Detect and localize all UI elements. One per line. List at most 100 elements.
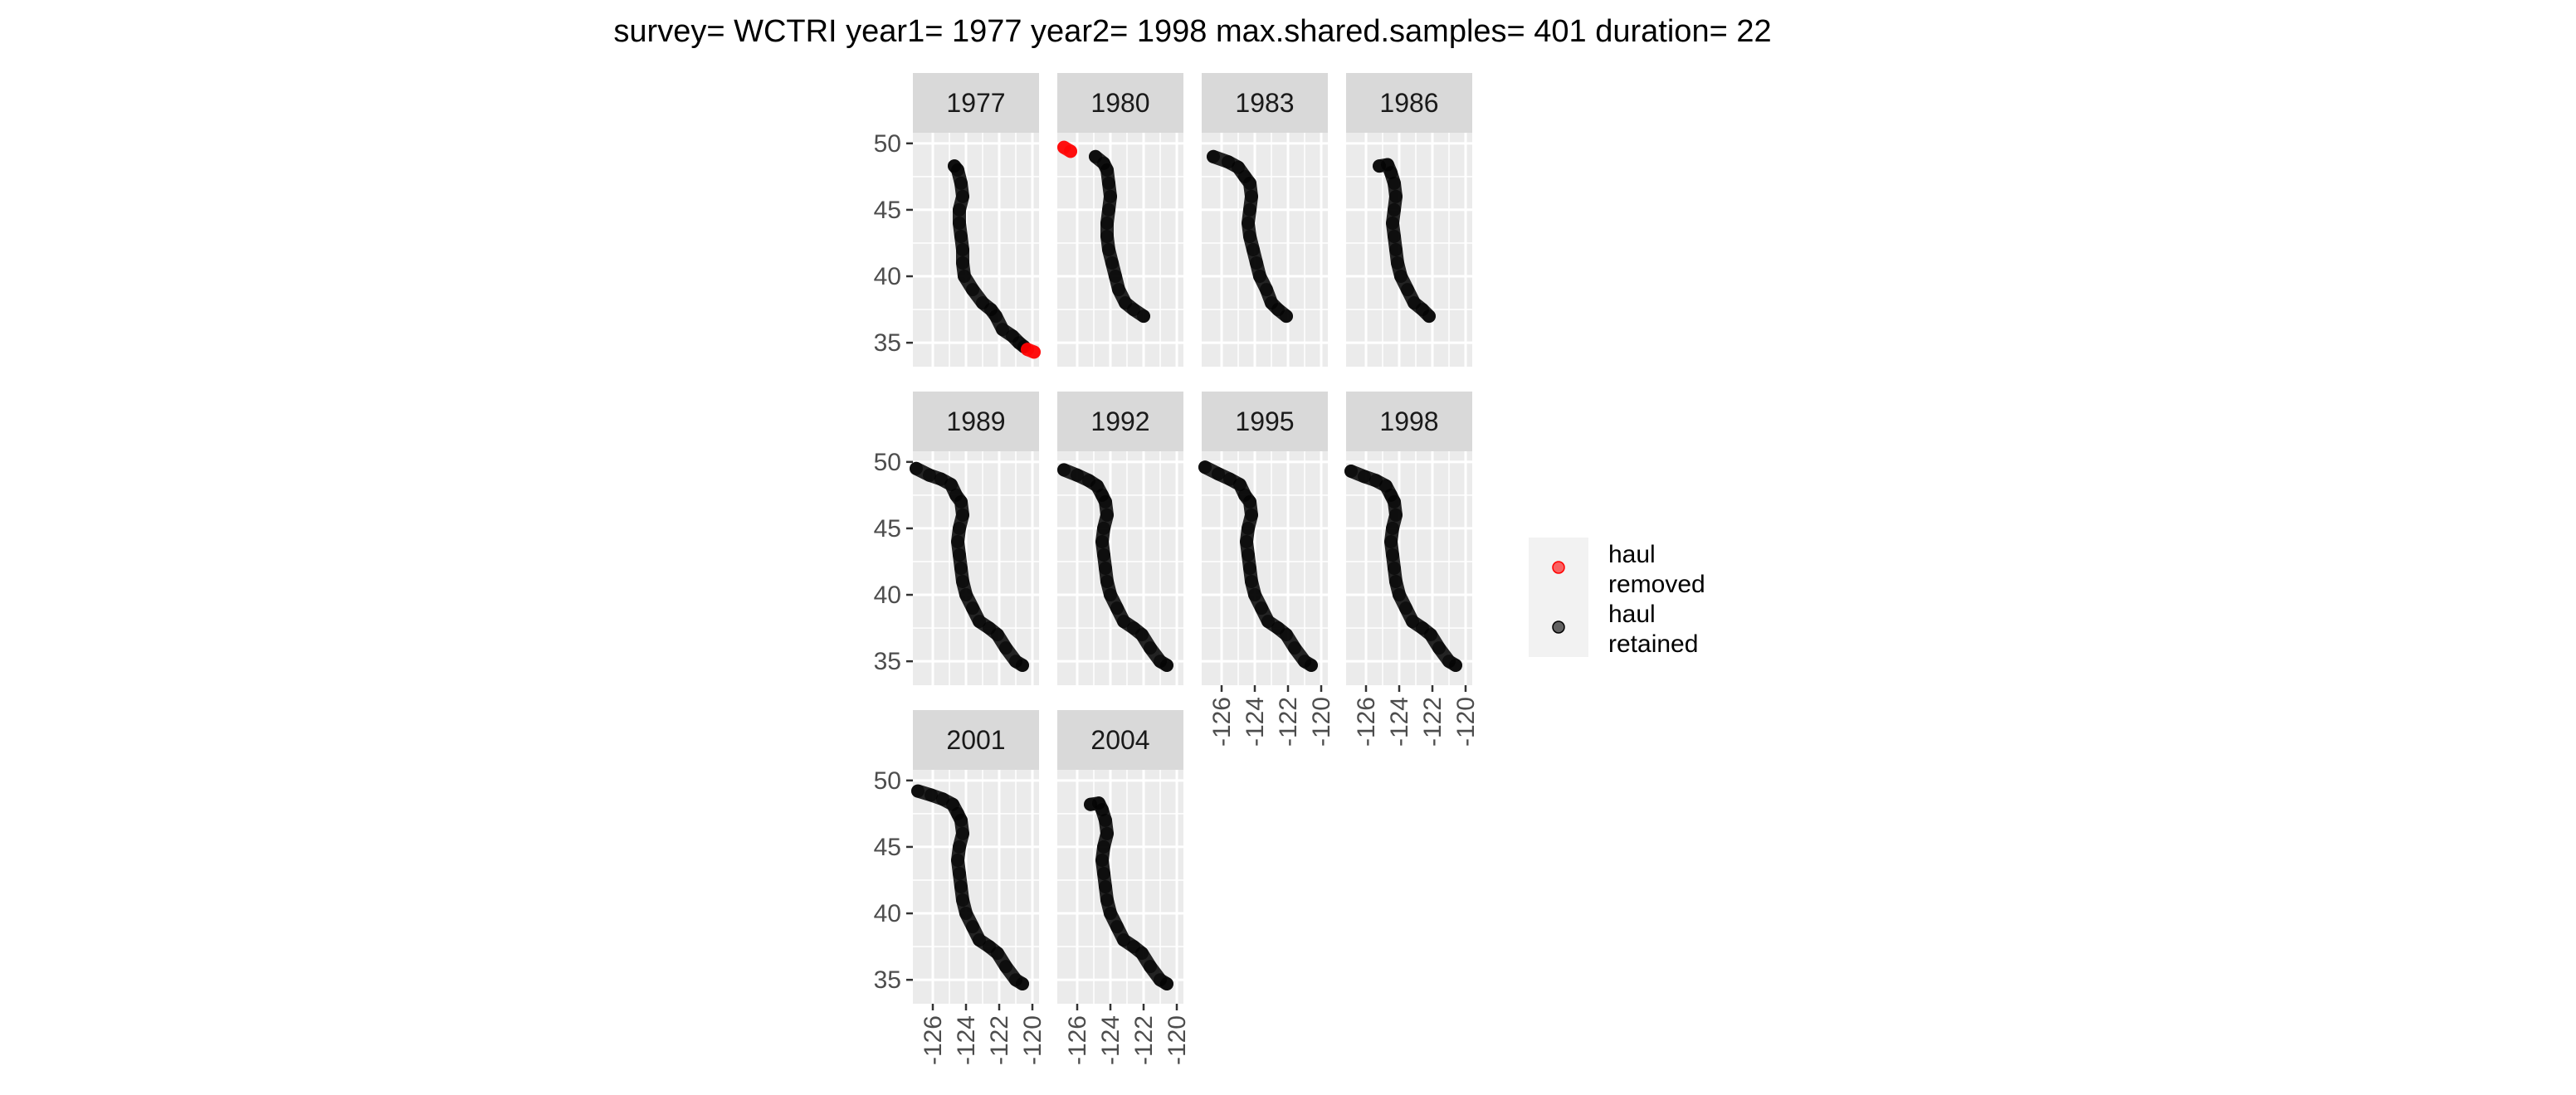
haul-retained-point [1399,601,1412,616]
facet-strip-label: 1986 [1379,88,1438,118]
x-tick-label: -120 [1308,697,1335,747]
y-tick-label: 35 [874,648,901,675]
haul-retained-point [989,309,1003,324]
facet-strip-label: 1977 [946,88,1005,118]
haul-retained-point [1016,659,1029,672]
haul-retained-point [954,494,968,509]
y-tick-label: 45 [874,515,901,543]
haul-retained-point [1100,508,1114,522]
haul-retained-point [1137,309,1150,324]
haul-retained-point [1389,189,1403,203]
haul-retained-point [1384,535,1398,548]
haul-retained-point [956,189,969,203]
haul-retained-point [1388,230,1401,243]
haul-retained-point [951,854,964,867]
x-tick-label: -122 [986,1015,1013,1065]
haul-retained-point [954,813,968,827]
haul-retained-point [1391,256,1404,270]
y-tick-label: 50 [874,130,901,158]
x-tick-label: -124 [1097,1015,1125,1065]
haul-retained-point [1253,270,1266,283]
facet-strip-label: 1998 [1379,406,1438,436]
haul-retained-point [1144,641,1157,655]
haul-retained-point [1305,659,1318,672]
haul-retained-point [1104,189,1117,203]
haul-retained-point [1222,155,1235,169]
haul-retained-point [934,472,948,486]
haul-retained-point [1100,893,1114,907]
haul-retained-point [1245,575,1258,588]
haul-retained-point [1386,521,1399,535]
haul-retained-point [953,217,966,230]
haul-retained-point [1242,521,1255,535]
haul-removed-point [1027,345,1041,359]
haul-retained-point [958,270,971,283]
haul-retained-point [956,508,969,522]
haul-retained-point [951,535,964,548]
facet-strip [1057,392,1183,451]
haul-retained-point [1250,256,1263,270]
facet-panel-1998: 1998 -126 -124 -122 -120 [1344,392,1480,747]
haul-retained-point [1127,303,1140,317]
x-tick-label: -126 [1353,697,1380,747]
haul-retained-point [953,548,966,562]
haul-retained-point [1099,494,1112,509]
chart-title: survey= WCTRI year1= 1977 year2= 1998 ma… [613,14,1771,49]
haul-retained-point [1100,217,1114,230]
x-tick-label: -126 [1064,1015,1091,1065]
haul-retained-point [1095,535,1109,548]
y-tick-label: 45 [874,197,901,224]
haul-retained-point [1422,309,1436,324]
facet-strip [913,710,1039,770]
haul-retained-point [1247,243,1260,256]
haul-retained-point [1071,468,1084,482]
haul-retained-point [996,323,1009,337]
haul-retained-point [1280,309,1293,324]
haul-retained-point [1449,659,1462,672]
haul-retained-point [1243,202,1256,217]
facet-panel-1977: 1977 35 40 45 50 [874,73,1041,367]
haul-retained-point [973,615,986,629]
haul-retained-point [1240,535,1253,548]
haul-retained-point [953,840,966,854]
facet-panels: 1977 35 40 45 50 1980 1983 1986 1989 35 40 45 50 1992… [874,73,1480,1065]
legend-label-line: haul [1608,601,1656,628]
x-tick-label: -124 [1242,697,1269,747]
facet-strip-label: 2004 [1090,725,1149,755]
facet-panel-1989: 1989 35 40 45 50 [874,392,1039,685]
haul-retained-point [1100,163,1114,177]
haul-retained-point [1233,478,1247,492]
haul-retained-point [1243,494,1256,509]
haul-retained-point [1389,243,1403,256]
facet-panel-2001: 2001 35 40 45 50 -126 -124 -122 -120 [874,710,1046,1065]
x-tick-label: -124 [1386,697,1413,747]
haul-retained-point [1105,256,1119,270]
haul-retained-point [953,521,966,535]
haul-retained-point [956,893,969,907]
haul-retained-point [1288,641,1301,655]
legend-label-line: haul [1608,541,1656,568]
x-tick-label: -122 [1130,1015,1158,1065]
haul-retained-point [1401,283,1414,297]
haul-retained-point [1384,166,1398,180]
haul-retained-point [1100,230,1114,243]
legend-key-background [1529,538,1588,657]
haul-retained-point [1109,270,1122,283]
haul-retained-point [1117,615,1130,629]
facet-strip-label: 1989 [946,406,1005,436]
haul-retained-point [1135,628,1149,642]
haul-retained-point [1388,494,1401,509]
haul-retained-point [1117,933,1130,947]
haul-retained-point [1102,176,1115,190]
haul-retained-point [1100,575,1114,588]
x-tick-label: -120 [1019,1015,1046,1065]
haul-retained-point [1245,508,1258,522]
facet-panel-2004: 2004 -126 -124 -122 -120 [1057,710,1191,1065]
haul-retained-point [923,468,936,482]
haul-retained-point [1432,641,1446,655]
haul-retained-point [1388,202,1401,217]
haul-retained-point [951,163,964,177]
haul-retained-point [973,933,986,947]
haul-retained-point [1110,920,1124,934]
